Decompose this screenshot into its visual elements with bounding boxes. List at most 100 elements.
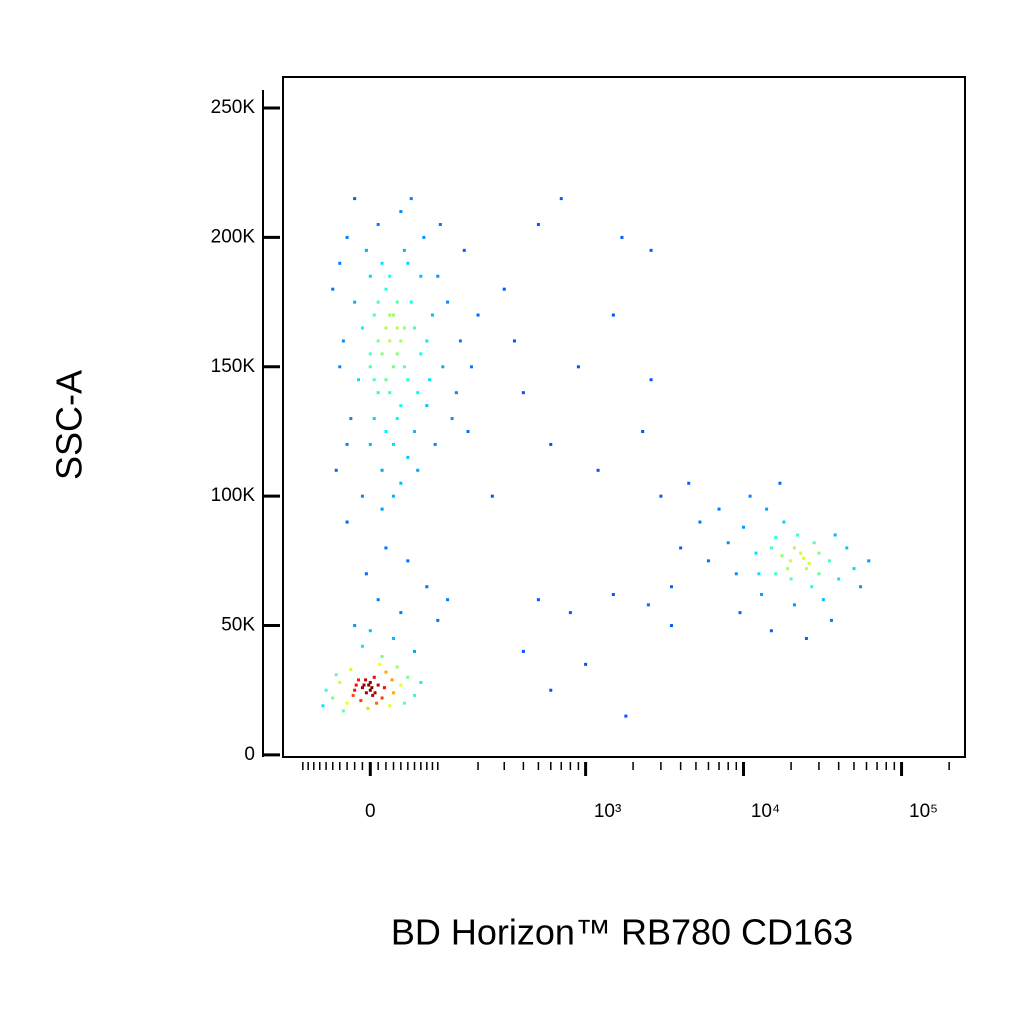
event-point xyxy=(536,598,540,602)
event-point xyxy=(450,417,454,421)
event-point xyxy=(413,326,417,330)
event-point xyxy=(392,494,396,498)
event-point xyxy=(804,636,808,640)
event-point xyxy=(372,378,376,382)
event-point xyxy=(392,442,396,446)
event-point xyxy=(425,339,429,343)
event-point xyxy=(646,603,650,607)
event-point xyxy=(390,678,394,682)
y-tick-label: 0 xyxy=(244,744,255,765)
event-point xyxy=(807,561,811,565)
event-point xyxy=(738,611,742,615)
event-point xyxy=(774,536,778,540)
event-point xyxy=(364,248,368,252)
event-point xyxy=(399,339,403,343)
event-point xyxy=(399,210,403,214)
event-point xyxy=(353,300,357,304)
event-point xyxy=(334,673,338,677)
y-tick-label: 100K xyxy=(211,485,256,506)
event-point xyxy=(399,404,403,408)
event-point xyxy=(679,546,683,550)
event-point xyxy=(388,704,392,708)
event-point xyxy=(792,546,796,550)
event-point xyxy=(345,520,349,524)
event-point xyxy=(789,577,793,581)
event-point xyxy=(416,468,420,472)
event-point xyxy=(837,577,841,581)
event-point xyxy=(428,378,432,382)
event-point xyxy=(366,706,370,710)
event-point xyxy=(490,494,494,498)
event-point xyxy=(521,649,525,653)
event-point xyxy=(867,559,871,563)
event-point xyxy=(413,693,417,697)
event-point xyxy=(413,649,417,653)
event-point xyxy=(576,365,580,369)
event-point xyxy=(433,442,437,446)
event-point xyxy=(828,559,832,563)
event-point xyxy=(384,287,388,291)
event-point xyxy=(641,429,645,433)
event-point xyxy=(596,468,600,472)
event-point xyxy=(360,686,364,690)
event-point xyxy=(859,585,863,589)
event-point xyxy=(792,603,796,607)
event-point xyxy=(409,300,413,304)
event-point xyxy=(380,696,384,700)
event-point xyxy=(409,197,413,201)
event-point xyxy=(796,533,800,537)
event-point xyxy=(422,235,426,239)
event-point xyxy=(687,481,691,485)
event-point xyxy=(821,598,825,602)
event-point xyxy=(364,678,368,682)
event-point xyxy=(416,391,420,395)
event-point xyxy=(419,352,423,356)
event-point xyxy=(338,365,342,369)
event-point xyxy=(399,683,403,687)
event-point xyxy=(817,572,821,576)
event-point xyxy=(774,572,778,576)
event-point xyxy=(392,313,396,317)
event-point xyxy=(669,585,673,589)
event-point xyxy=(341,709,345,713)
event-point xyxy=(372,313,376,317)
event-point xyxy=(371,693,375,697)
event-point xyxy=(353,197,357,201)
event-point xyxy=(368,365,372,369)
event-point xyxy=(334,468,338,472)
event-point xyxy=(338,261,342,265)
event-point xyxy=(349,417,353,421)
event-point xyxy=(769,546,773,550)
event-point xyxy=(380,352,384,356)
event-point xyxy=(402,365,406,369)
event-point xyxy=(536,222,540,226)
event-point xyxy=(372,675,376,679)
event-point xyxy=(380,261,384,265)
y-tick-label: 200K xyxy=(211,226,256,247)
event-point xyxy=(413,429,417,433)
event-point xyxy=(454,391,458,395)
event-point xyxy=(345,235,349,239)
event-point xyxy=(845,546,849,550)
event-point xyxy=(360,326,364,330)
event-point xyxy=(376,300,380,304)
event-point xyxy=(425,404,429,408)
event-point xyxy=(829,618,833,622)
event-point xyxy=(425,585,429,589)
event-point xyxy=(717,507,721,511)
x-tick-label: 10⁴ xyxy=(751,801,780,822)
event-point xyxy=(620,235,624,239)
event-point xyxy=(378,662,382,666)
event-point xyxy=(521,391,525,395)
event-point xyxy=(406,455,410,459)
event-point xyxy=(406,675,410,679)
event-point xyxy=(549,442,553,446)
event-point xyxy=(353,624,357,628)
event-point xyxy=(466,429,470,433)
event-point xyxy=(406,261,410,265)
event-point xyxy=(502,287,506,291)
y-tick-label: 250K xyxy=(211,97,256,118)
event-point xyxy=(436,618,440,622)
event-point xyxy=(375,701,379,705)
event-point xyxy=(384,378,388,382)
